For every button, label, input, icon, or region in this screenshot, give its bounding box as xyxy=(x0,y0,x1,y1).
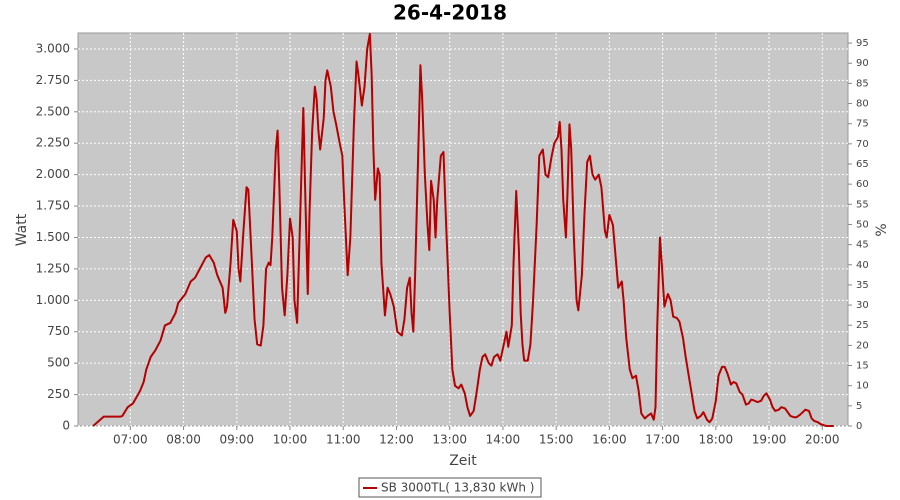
x-tick-label: 15:00 xyxy=(539,433,574,447)
x-axis-title: Zeit xyxy=(449,453,477,469)
y2-tick-label: 85 xyxy=(856,78,869,89)
y2-axis-title: % xyxy=(874,223,890,236)
y-tick-label: 2.500 xyxy=(36,104,70,118)
x-tick-label: 07:00 xyxy=(113,433,148,447)
x-tick-label: 17:00 xyxy=(645,433,680,447)
y2-tick-label: 90 xyxy=(856,58,869,69)
x-tick-label: 10:00 xyxy=(273,433,308,447)
y2-tick-label: 35 xyxy=(856,280,869,291)
grid xyxy=(78,33,848,427)
y2-tick-label: 50 xyxy=(856,219,869,230)
chart-title: 26-4-2018 xyxy=(393,1,507,25)
y2-tick-label: 45 xyxy=(856,240,869,251)
y-tick-label: 500 xyxy=(47,356,70,370)
x-tick-label: 09:00 xyxy=(219,433,254,447)
x-tick-label: 11:00 xyxy=(326,433,361,447)
y-tick-label: 1.500 xyxy=(36,230,70,244)
x-tick-label: 19:00 xyxy=(752,433,787,447)
x-tick-label: 08:00 xyxy=(166,433,201,447)
legend: SB 3000TL( 13,830 kWh ) xyxy=(358,477,542,498)
y2-tick-label: 40 xyxy=(856,260,869,271)
y2-tick-label: 55 xyxy=(856,199,869,210)
y2-tick-label: 25 xyxy=(856,320,869,331)
x-tick-label: 20:00 xyxy=(805,433,840,447)
x-tick-label: 16:00 xyxy=(592,433,627,447)
x-tick-label: 14:00 xyxy=(486,433,521,447)
y-tick-label: 1.750 xyxy=(36,199,70,213)
y-axis-title: Watt xyxy=(14,213,30,246)
y2-tick-label: 95 xyxy=(856,38,869,49)
x-tick-label: 12:00 xyxy=(379,433,414,447)
x-tick-label: 18:00 xyxy=(699,433,734,447)
y2-tick-label: 0 xyxy=(856,421,862,432)
y2-tick-label: 75 xyxy=(856,119,869,130)
y2-tick-label: 20 xyxy=(856,340,869,351)
y-tick-label: 1.000 xyxy=(36,293,70,307)
y2-tick-label: 65 xyxy=(856,159,869,170)
y-tick-label: 2.000 xyxy=(36,167,70,181)
y-tick-label: 1.250 xyxy=(36,261,70,275)
y2-tick-label: 60 xyxy=(856,179,869,190)
legend-label: SB 3000TL( 13,830 kWh ) xyxy=(381,481,534,495)
y-tick-label: 3.000 xyxy=(36,41,70,55)
y-tick-label: 750 xyxy=(47,324,70,338)
y-tick-label: 0 xyxy=(62,419,70,433)
legend-box xyxy=(358,477,542,498)
y2-tick-label: 70 xyxy=(856,139,869,150)
y2-tick-label: 80 xyxy=(856,99,869,110)
y-tick-label: 2.750 xyxy=(36,73,70,87)
x-tick-label: 13:00 xyxy=(432,433,467,447)
plot-area xyxy=(77,32,849,427)
y-tick-label: 2.250 xyxy=(36,136,70,150)
y2-tick-label: 5 xyxy=(856,401,862,412)
y2-tick-label: 10 xyxy=(856,381,869,392)
y2-tick-label: 30 xyxy=(856,300,869,311)
y-tick-label: 250 xyxy=(47,387,70,401)
series-line xyxy=(92,32,834,427)
y2-tick-label: 15 xyxy=(856,361,869,372)
